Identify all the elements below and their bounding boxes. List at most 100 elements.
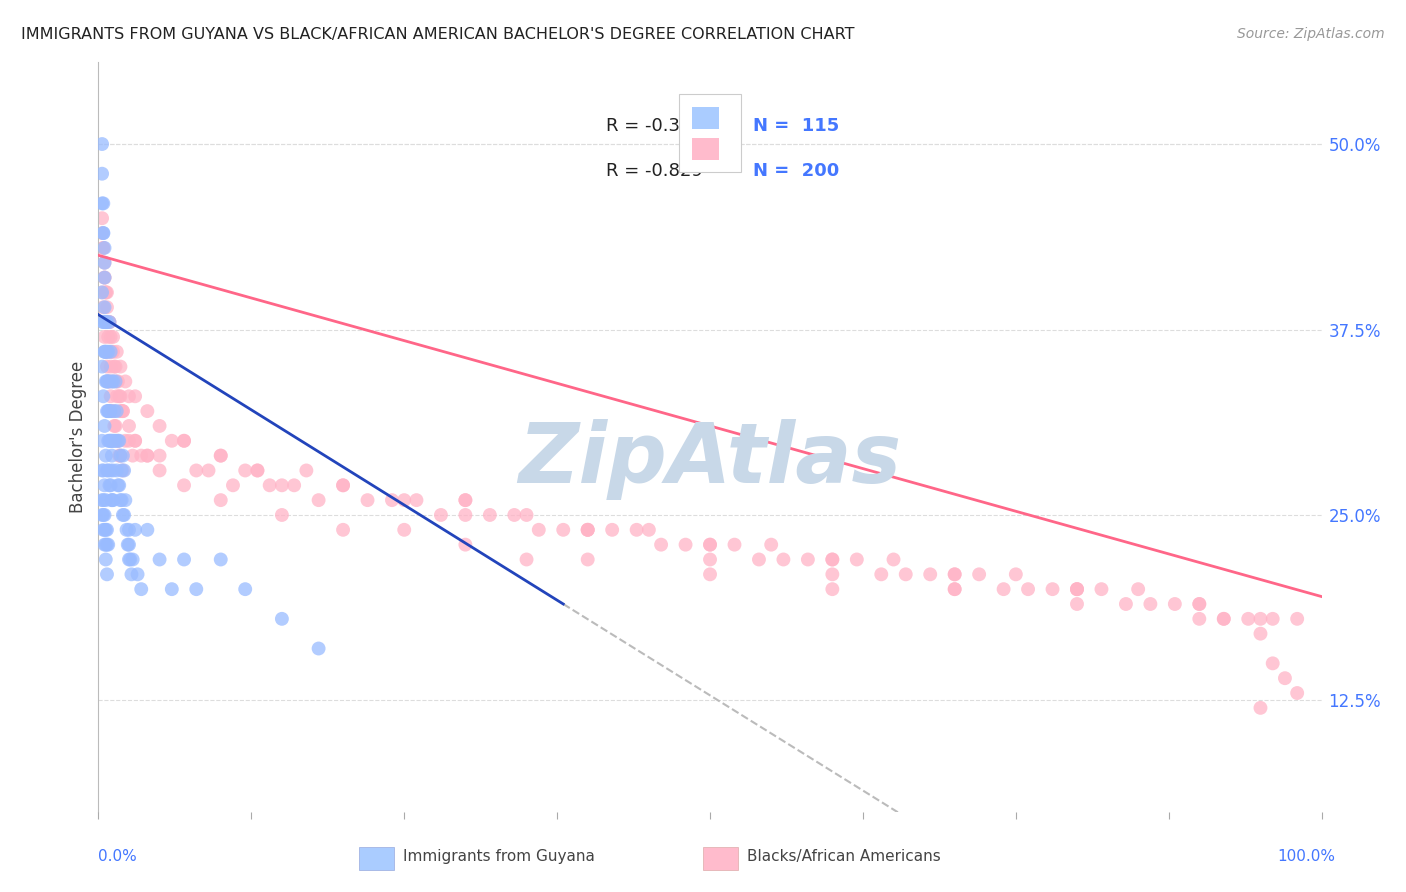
Text: Source: ZipAtlas.com: Source: ZipAtlas.com: [1237, 27, 1385, 41]
Point: [136, 523, 159, 537]
Point: [1090, 582, 1112, 596]
Point: [209, 493, 232, 508]
Point: [356, 493, 378, 508]
Point: [1249, 626, 1271, 640]
Point: [93, 256, 115, 270]
Point: [1066, 582, 1088, 596]
Point: [91, 211, 114, 226]
Point: [96, 375, 118, 389]
Point: [1261, 612, 1284, 626]
Point: [93, 241, 115, 255]
Point: [91, 226, 114, 240]
Point: [103, 419, 125, 434]
Text: R = -0.363: R = -0.363: [606, 117, 703, 135]
Point: [97, 315, 120, 329]
Point: [91, 241, 114, 255]
Point: [1066, 582, 1088, 596]
Point: [94, 523, 117, 537]
Point: [821, 552, 844, 566]
Point: [91, 285, 114, 300]
Point: [527, 523, 550, 537]
Point: [93, 508, 115, 522]
Point: [104, 375, 127, 389]
Point: [332, 478, 354, 492]
Point: [96, 359, 118, 374]
Point: [699, 538, 721, 552]
Point: [111, 404, 134, 418]
Point: [101, 404, 124, 418]
Point: [124, 523, 146, 537]
Point: [160, 434, 183, 448]
Legend: , : ,: [679, 94, 741, 172]
Point: [97, 375, 120, 389]
Point: [222, 478, 245, 492]
Point: [136, 404, 159, 418]
Point: [1066, 582, 1088, 596]
Point: [129, 449, 152, 463]
Point: [332, 523, 354, 537]
Point: [105, 375, 128, 389]
Point: [149, 449, 172, 463]
Point: [270, 508, 294, 522]
Point: [107, 434, 129, 448]
Point: [91, 389, 114, 403]
Point: [118, 419, 141, 434]
Point: [112, 508, 135, 522]
Point: [97, 375, 120, 389]
Point: [761, 538, 783, 552]
Point: [91, 196, 114, 211]
Point: [91, 285, 114, 300]
Point: [108, 478, 131, 492]
Point: [111, 449, 134, 463]
Y-axis label: Bachelor's Degree: Bachelor's Degree: [69, 361, 87, 513]
Point: [94, 344, 117, 359]
Point: [454, 493, 477, 508]
Point: [93, 344, 115, 359]
Text: ZipAtlas: ZipAtlas: [519, 419, 901, 500]
Point: [94, 344, 117, 359]
Text: 0.0%: 0.0%: [98, 849, 138, 863]
Point: [111, 463, 134, 477]
Point: [100, 478, 122, 492]
Point: [97, 330, 120, 344]
Point: [1212, 612, 1234, 626]
Point: [136, 449, 159, 463]
Point: [515, 508, 537, 522]
Point: [111, 463, 134, 477]
Point: [91, 434, 114, 448]
Point: [821, 552, 844, 566]
Point: [173, 434, 195, 448]
Point: [110, 404, 132, 418]
Point: [91, 300, 114, 314]
Point: [101, 330, 124, 344]
Text: IMMIGRANTS FROM GUYANA VS BLACK/AFRICAN AMERICAN BACHELOR'S DEGREE CORRELATION C: IMMIGRANTS FROM GUYANA VS BLACK/AFRICAN …: [21, 27, 855, 42]
Point: [97, 538, 120, 552]
Point: [308, 641, 330, 656]
Point: [97, 463, 120, 477]
Point: [93, 300, 115, 314]
Point: [96, 375, 118, 389]
Point: [104, 359, 127, 374]
Point: [748, 552, 770, 566]
Point: [118, 389, 141, 403]
Point: [94, 285, 117, 300]
Point: [1249, 701, 1271, 715]
Point: [93, 538, 115, 552]
Point: [186, 463, 208, 477]
Point: [1128, 582, 1150, 596]
Point: [91, 241, 114, 255]
Point: [197, 463, 219, 477]
Text: N =  200: N = 200: [752, 162, 839, 180]
Point: [94, 449, 117, 463]
Point: [845, 552, 868, 566]
Point: [943, 582, 966, 596]
Point: [454, 493, 477, 508]
Point: [259, 478, 281, 492]
Point: [93, 523, 115, 537]
Point: [967, 567, 990, 582]
Point: [553, 523, 575, 537]
Point: [105, 404, 128, 418]
Point: [270, 478, 294, 492]
Point: [98, 315, 121, 329]
Point: [332, 478, 354, 492]
